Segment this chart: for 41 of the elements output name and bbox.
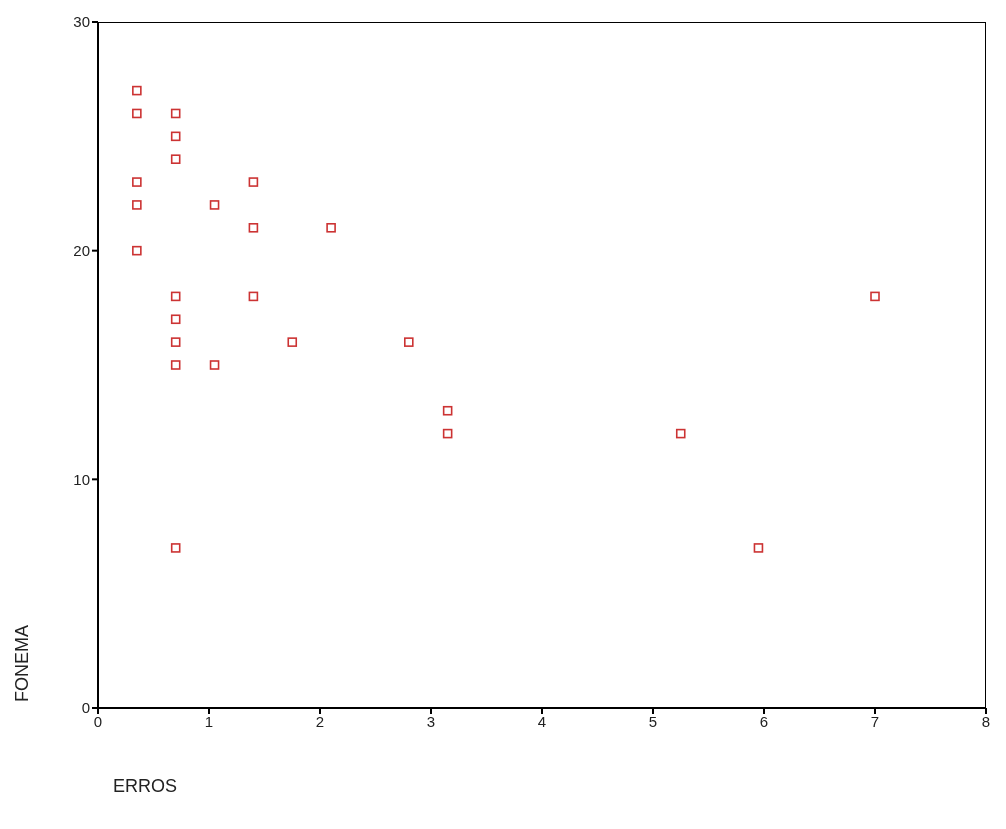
point <box>170 291 181 302</box>
point <box>170 360 181 370</box>
point <box>170 337 181 347</box>
x-tick-label: 0 <box>93 712 103 730</box>
point <box>248 223 259 233</box>
x-tick-label: 1 <box>204 712 214 730</box>
x-tick-label: 6 <box>759 712 769 730</box>
point <box>442 405 453 416</box>
point <box>170 131 181 142</box>
point <box>170 108 181 119</box>
y-tick-label: 0 <box>81 699 90 717</box>
point <box>442 428 453 439</box>
x-tick-label: 4 <box>537 712 547 730</box>
point <box>132 177 142 187</box>
x-tick-label: 5 <box>648 712 658 730</box>
point <box>870 291 880 302</box>
point <box>209 200 220 210</box>
x-tick-label: 2 <box>315 712 325 730</box>
point <box>132 245 142 256</box>
point <box>132 200 142 210</box>
point <box>132 108 142 119</box>
point <box>248 291 259 302</box>
point <box>170 314 181 325</box>
x-tick-label: 3 <box>426 712 436 730</box>
point <box>404 337 414 347</box>
point <box>675 428 686 439</box>
point <box>326 223 336 233</box>
point <box>170 154 181 164</box>
y-axis-title: FONEMA <box>11 624 33 702</box>
y-tick-label: 20 <box>73 241 90 259</box>
y-tick-label: 30 <box>73 13 90 31</box>
point <box>753 543 764 553</box>
point <box>170 543 181 553</box>
x-tick-label: 7 <box>870 712 880 730</box>
point <box>287 337 298 347</box>
y-tick-label: 10 <box>73 470 90 488</box>
point <box>209 360 220 370</box>
point <box>132 85 142 96</box>
x-tick-label: 8 <box>981 712 991 730</box>
point <box>248 177 259 187</box>
x-axis-title: ERROS <box>113 776 178 797</box>
